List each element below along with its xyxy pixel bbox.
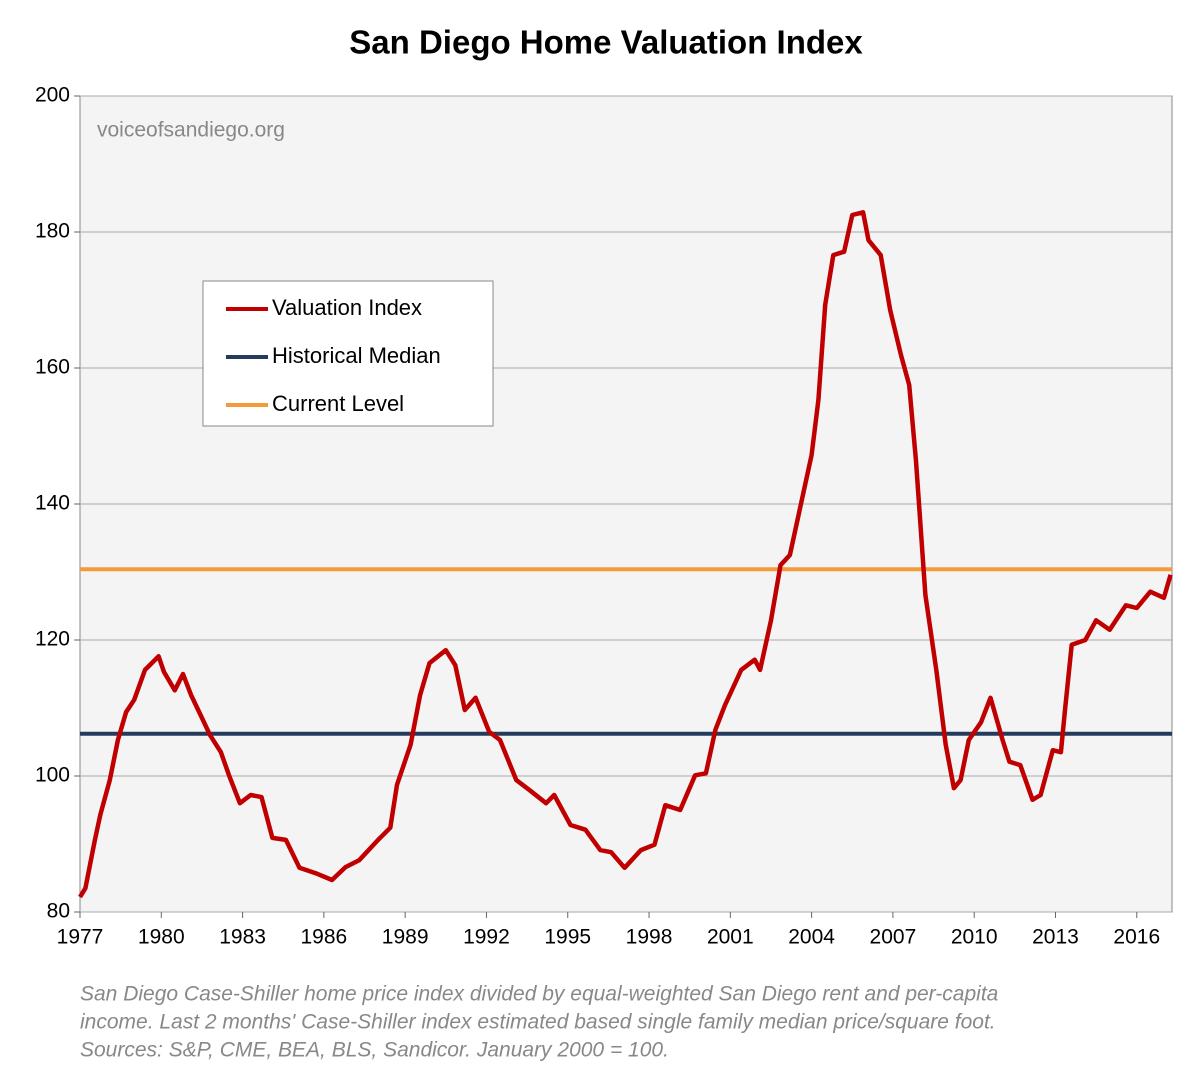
x-tick-label: 2016 bbox=[1113, 926, 1160, 949]
legend-label: Valuation Index bbox=[272, 295, 422, 320]
y-tick-label: 100 bbox=[35, 764, 70, 787]
x-tick-label: 1977 bbox=[57, 926, 104, 949]
x-tick-label: 1992 bbox=[463, 926, 510, 949]
footnote: income. Last 2 months' Case-Shiller inde… bbox=[80, 1011, 996, 1034]
series-line bbox=[78, 210, 1173, 899]
legend-label: Current Level bbox=[272, 391, 404, 416]
footnote: San Diego Case-Shiller home price index … bbox=[80, 983, 998, 1006]
x-tick-label: 1998 bbox=[626, 926, 673, 949]
chart-title: San Diego Home Valuation Index bbox=[349, 24, 863, 61]
x-tick-label: 1986 bbox=[301, 926, 348, 949]
y-tick-label: 120 bbox=[35, 628, 70, 651]
y-tick-label: 80 bbox=[47, 900, 70, 923]
legend-label: Historical Median bbox=[272, 343, 441, 368]
x-tick-label: 1983 bbox=[219, 926, 266, 949]
y-tick-label: 180 bbox=[35, 220, 70, 243]
x-tick-label: 1980 bbox=[138, 926, 185, 949]
legend-box bbox=[202, 280, 494, 427]
x-tick-label: 2007 bbox=[870, 926, 917, 949]
watermark: voiceofsandiego.org bbox=[97, 119, 285, 142]
x-tick-label: 2010 bbox=[951, 926, 998, 949]
x-tick-label: 1995 bbox=[544, 926, 591, 949]
y-tick-label: 200 bbox=[35, 84, 70, 107]
x-tick-label: 2001 bbox=[707, 926, 754, 949]
x-tick-label: 1989 bbox=[382, 926, 429, 949]
x-tick-label: 2013 bbox=[1032, 926, 1079, 949]
y-tick-label: 140 bbox=[35, 492, 70, 515]
footnote: Sources: S&P, CME, BEA, BLS, Sandicor. J… bbox=[80, 1039, 669, 1062]
y-tick-label: 160 bbox=[35, 356, 70, 379]
x-tick-label: 2004 bbox=[788, 926, 835, 949]
